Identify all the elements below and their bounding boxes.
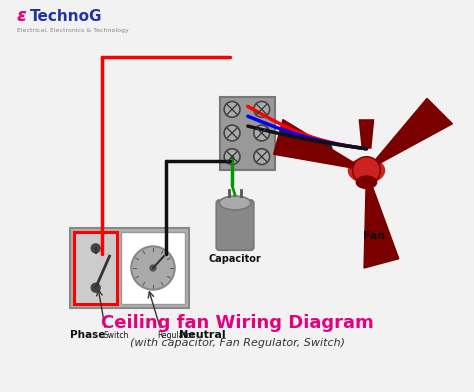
- Text: Regulator: Regulator: [157, 331, 194, 340]
- Polygon shape: [364, 171, 399, 268]
- Ellipse shape: [356, 175, 377, 189]
- Text: Electrical, Electronics & Technology: Electrical, Electronics & Technology: [17, 29, 128, 33]
- Text: Neutral: Neutral: [179, 330, 225, 340]
- FancyBboxPatch shape: [220, 96, 274, 171]
- Polygon shape: [366, 98, 452, 171]
- Circle shape: [91, 244, 100, 253]
- Circle shape: [224, 125, 240, 141]
- Circle shape: [254, 102, 270, 117]
- Text: (with capacitor, Fan Regulator, Switch): (with capacitor, Fan Regulator, Switch): [129, 338, 345, 348]
- Text: Capacitor: Capacitor: [209, 254, 261, 264]
- Circle shape: [224, 102, 240, 117]
- FancyBboxPatch shape: [70, 228, 189, 309]
- Circle shape: [254, 125, 270, 141]
- Text: ε: ε: [17, 7, 27, 25]
- Circle shape: [150, 265, 156, 271]
- Text: Fan: Fan: [363, 231, 385, 241]
- Text: TechnoG: TechnoG: [29, 9, 102, 24]
- FancyBboxPatch shape: [74, 232, 118, 305]
- Polygon shape: [273, 120, 366, 171]
- Polygon shape: [358, 119, 374, 149]
- Text: Ceiling fan Wiring Diagram: Ceiling fan Wiring Diagram: [100, 314, 374, 332]
- Circle shape: [131, 246, 175, 290]
- Circle shape: [353, 157, 380, 184]
- Circle shape: [91, 283, 100, 292]
- Circle shape: [322, 144, 332, 154]
- Circle shape: [254, 149, 270, 165]
- FancyBboxPatch shape: [121, 232, 184, 305]
- Text: Switch: Switch: [104, 331, 129, 340]
- Ellipse shape: [219, 196, 251, 210]
- Ellipse shape: [348, 158, 385, 183]
- FancyBboxPatch shape: [216, 200, 254, 250]
- Text: Phase: Phase: [70, 330, 105, 340]
- Circle shape: [224, 149, 240, 165]
